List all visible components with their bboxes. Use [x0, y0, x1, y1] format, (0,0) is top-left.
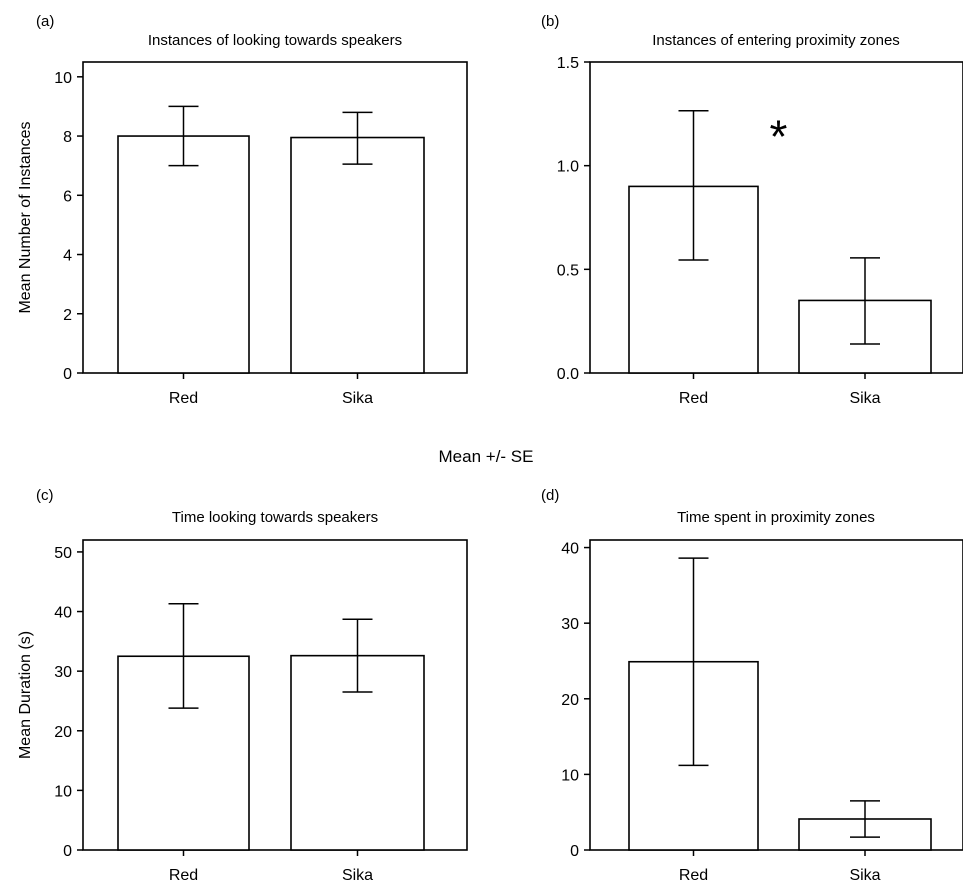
y-tick-label: 4: [63, 248, 72, 265]
chart-title: Instances of looking towards speakers: [148, 32, 402, 49]
y-tick-label: 0: [63, 843, 72, 860]
error-bar-red: [168, 105, 199, 167]
y-axis-label: Mean Number of Instances: [17, 121, 34, 313]
y-tick-label: 0.5: [557, 262, 579, 279]
y-axis-label: Mean Duration (s): [17, 631, 34, 759]
error-bar-sika: [342, 618, 373, 693]
shared-se-label: Mean +/- SE: [439, 447, 534, 466]
category-label: Sika: [342, 390, 373, 407]
panel-label: (c): [36, 487, 54, 504]
chart-panel-a: (a) Instances of looking towards speakers…: [17, 13, 468, 407]
y-tick-label: 10: [561, 767, 579, 784]
y-tick-label: 2: [63, 307, 72, 324]
y-tick-label: 8: [63, 129, 72, 146]
y-tick-label: 0: [63, 366, 72, 383]
category-label: Red: [679, 867, 708, 880]
panel-label: (a): [36, 13, 54, 30]
category-label: Sika: [849, 390, 880, 407]
y-tick-label: 0.0: [557, 366, 579, 383]
y-tick-label: 10: [54, 70, 72, 87]
category-label: Sika: [342, 867, 373, 880]
category-label: Sika: [849, 867, 880, 880]
plot-frame: [82, 539, 468, 851]
category-label: Red: [679, 390, 708, 407]
y-tick-label: 6: [63, 188, 72, 205]
error-bar-sika: [850, 257, 880, 345]
plot-frame: [589, 539, 963, 851]
y-tick-label: 20: [561, 692, 579, 709]
bar-sika: [290, 136, 425, 374]
y-tick-label: 30: [561, 616, 579, 633]
y-tick-label: 10: [54, 783, 72, 800]
error-bar-red: [678, 557, 709, 767]
chart-panel-d: (d) Time spent in proximity zones 0 10 20 30 4…: [541, 487, 963, 880]
y-tick-label: 50: [54, 545, 72, 562]
y-tick-label: 0: [570, 843, 579, 860]
bar-red: [117, 135, 250, 374]
category-label: Red: [169, 867, 198, 880]
y-tick-label: 1.5: [557, 55, 579, 72]
chart-panel-b: (b) Instances of entering proximity zones…: [541, 13, 963, 407]
plot-frame: [82, 61, 468, 374]
chart-title: Instances of entering proximity zones: [652, 32, 900, 49]
y-tick-label: 40: [54, 605, 72, 622]
y-tick-label: 30: [54, 664, 72, 681]
chart-title: Time spent in proximity zones: [677, 509, 875, 526]
error-bar-red: [678, 109, 709, 261]
panel-label: (b): [541, 13, 559, 30]
error-bar-red: [168, 603, 199, 709]
error-bar-sika: [342, 111, 373, 165]
y-tick-label: 40: [561, 541, 579, 558]
significance-asterisk: *: [770, 110, 788, 162]
chart-title: Time looking towards speakers: [172, 509, 378, 526]
y-tick-label: 20: [54, 724, 72, 741]
chart-panel-c: (c) Time looking towards speakers Mean Dur…: [17, 487, 468, 880]
error-bar-sika: [850, 800, 880, 838]
panel-label: (d): [541, 487, 559, 504]
plot-frame: [589, 61, 963, 374]
y-tick-label: 1.0: [557, 159, 579, 176]
category-label: Red: [169, 390, 198, 407]
